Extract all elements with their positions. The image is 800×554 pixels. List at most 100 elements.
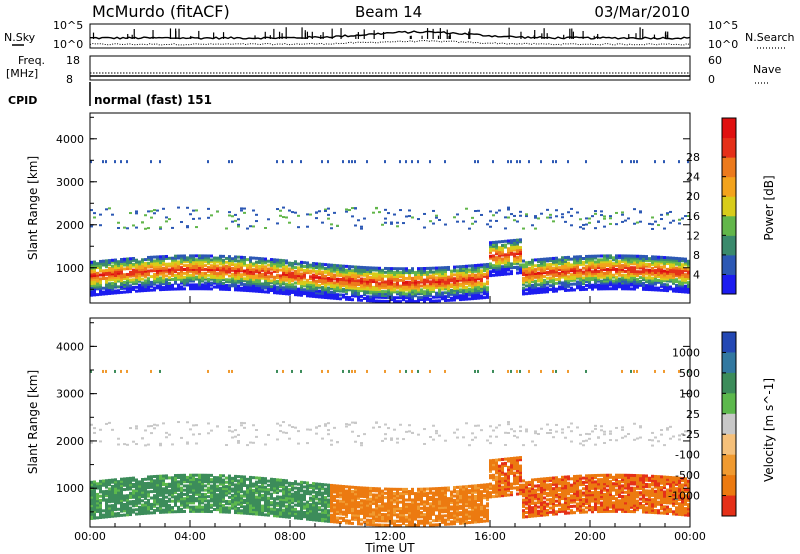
power-cell	[231, 259, 234, 263]
power-cell	[171, 272, 174, 276]
power-cell	[600, 287, 603, 291]
velocity-cell	[165, 476, 168, 480]
velocity-cell	[258, 478, 261, 482]
power-cell	[189, 254, 192, 258]
velocity-cell	[153, 496, 156, 500]
power-cell	[468, 283, 471, 287]
power-cell	[108, 284, 111, 288]
power-cell	[111, 289, 114, 293]
noise-panel-frame	[89, 23, 691, 49]
power-cell	[540, 212, 543, 215]
cpid-value: normal (fast) 151	[94, 93, 212, 107]
power-cell	[300, 274, 303, 278]
power-cell	[297, 214, 300, 217]
power-cell	[483, 269, 486, 273]
power-cell	[165, 220, 168, 223]
velocity-cell	[267, 507, 270, 511]
power-cell	[522, 292, 525, 296]
power-cell	[201, 277, 204, 281]
velocity-cell	[186, 486, 189, 490]
velocity-cell	[153, 500, 156, 504]
power-cell	[471, 297, 474, 301]
power-cell	[201, 254, 204, 258]
power-cell	[483, 284, 486, 288]
velocity-cell	[168, 493, 171, 497]
velocity-cell	[93, 482, 96, 486]
power-cell	[309, 277, 312, 281]
power-cell	[672, 262, 675, 266]
velocity-cell	[354, 490, 357, 494]
power-cell	[486, 272, 489, 276]
power-cell	[384, 295, 387, 299]
power-cell	[408, 290, 411, 294]
power-cell	[288, 273, 291, 277]
power-cell	[642, 287, 645, 291]
power-cell	[309, 288, 312, 292]
power-cell	[237, 261, 240, 265]
power-cell	[462, 284, 465, 288]
velocity-cell	[285, 511, 288, 515]
power-cell	[189, 265, 192, 269]
velocity-cell	[123, 477, 126, 481]
power-cell	[216, 274, 219, 278]
power-cell	[429, 284, 432, 288]
power-cell	[414, 290, 417, 294]
power-cell	[684, 215, 687, 218]
velocity-cell	[204, 503, 207, 507]
power-cell	[222, 278, 225, 282]
power-cell	[372, 278, 375, 282]
power-cell	[300, 160, 302, 164]
power-cell	[225, 280, 228, 284]
power-cell	[648, 280, 651, 284]
power-cell	[546, 263, 549, 267]
velocity-cell	[342, 506, 345, 510]
velocity-cell	[117, 486, 120, 490]
power-cell	[237, 267, 240, 271]
power-cell	[477, 277, 480, 281]
power-cell	[177, 285, 180, 289]
power-cell	[456, 220, 459, 223]
velocity-cell	[237, 502, 240, 506]
velocity-cell	[90, 514, 93, 518]
velocity-cell	[300, 369, 302, 373]
power-cell	[534, 283, 537, 287]
velocity-cell	[114, 480, 117, 484]
power-cell	[639, 254, 642, 258]
power-cell	[390, 286, 393, 290]
power-cell	[366, 289, 369, 293]
power-cell	[237, 276, 240, 280]
power-cell	[381, 280, 384, 284]
power-cell	[336, 277, 339, 281]
velocity-cell	[165, 502, 168, 506]
power-cell	[573, 270, 576, 274]
velocity-cell	[99, 494, 102, 498]
power-cell	[273, 269, 276, 273]
velocity-cell	[249, 480, 252, 484]
power-cell	[282, 268, 285, 272]
power-cell	[309, 292, 312, 296]
power-cell	[345, 288, 348, 292]
power-cell	[510, 252, 513, 256]
power-cell	[567, 211, 570, 214]
velocity-cell	[324, 483, 327, 487]
power-cell	[366, 270, 369, 274]
power-cell	[348, 160, 350, 164]
power-cell	[420, 278, 423, 282]
velocity-cell	[105, 513, 108, 517]
velocity-cell	[252, 491, 255, 495]
velocity-cell	[252, 499, 255, 503]
freq-tick-high: 18	[66, 54, 80, 67]
power-cell	[591, 258, 594, 262]
power-cell	[165, 270, 168, 274]
power-cell	[678, 272, 681, 276]
velocity-cell	[138, 510, 141, 514]
power-cell	[216, 283, 219, 287]
power-cell	[279, 209, 282, 212]
power-cell	[354, 267, 357, 271]
power-cell	[450, 285, 453, 289]
power-cell	[630, 258, 633, 262]
power-cell	[321, 291, 324, 295]
power-cell	[204, 273, 207, 277]
power-cell	[411, 286, 414, 290]
power-cell	[462, 290, 465, 294]
